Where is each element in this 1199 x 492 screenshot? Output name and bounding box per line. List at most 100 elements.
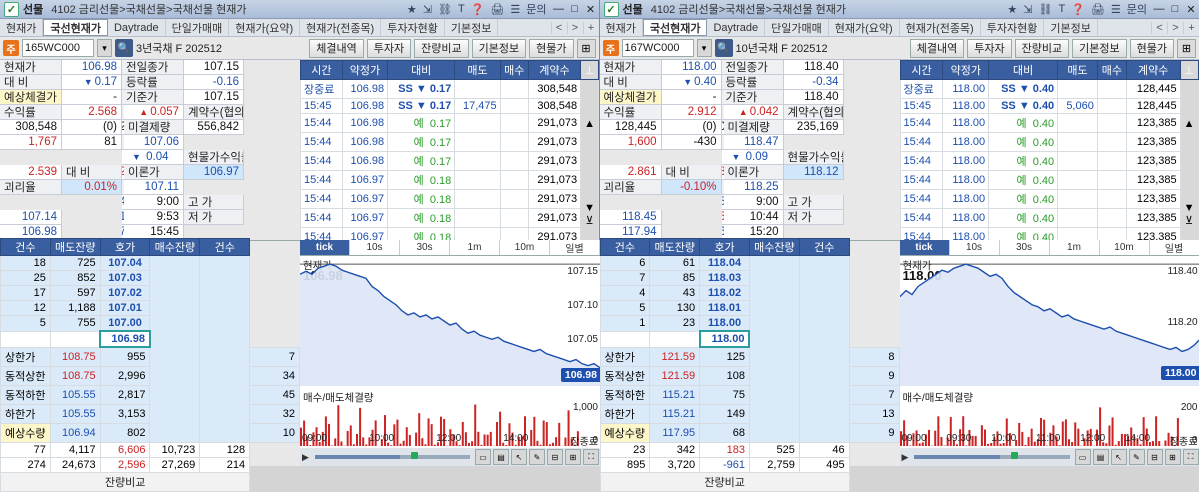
action-button-right-3[interactable]: 기본정보 — [1072, 39, 1126, 58]
code-input-left[interactable] — [22, 39, 94, 57]
chart-tool-cursor-icon-right[interactable]: ↖ — [1111, 449, 1127, 465]
chart-slider-right[interactable] — [914, 455, 1069, 459]
chart-tab-left-3[interactable]: 1m — [450, 240, 500, 255]
menu-icon[interactable]: ☰ — [1111, 3, 1121, 16]
chart-tool-zoomout-icon-left[interactable]: ⊟ — [547, 449, 563, 465]
help-icon[interactable]: ❓ — [471, 3, 485, 16]
time-row-right-5[interactable]: 15:44 118.00 예 0.40 123,385 — [900, 171, 1198, 190]
chart-tab-right-3[interactable]: 1m — [1050, 240, 1100, 255]
close-button[interactable]: ✕ — [583, 3, 599, 16]
chart-tab-right-4[interactable]: 10m — [1100, 240, 1150, 255]
total-row-right-1[interactable]: 8953,720-9612,759495 — [600, 457, 899, 472]
tab-left-6[interactable]: 투자자현황 — [381, 19, 445, 36]
time-scrollbar-right[interactable]: ▲▼⊻ — [1180, 80, 1198, 266]
help-icon[interactable]: ❓ — [1071, 3, 1085, 16]
ask-row-right-0[interactable]: 661118.04 — [600, 256, 899, 271]
tab-right-1[interactable]: 국선현재가 — [643, 19, 708, 36]
chart-tool-display-icon-left[interactable]: ▤ — [493, 449, 509, 465]
action-button-left-0[interactable]: 체결내역 — [309, 39, 363, 58]
chart-tool-expand-icon-left[interactable]: ⛶ — [583, 449, 599, 465]
tab-add-button[interactable]: + — [583, 22, 599, 34]
chart-tool-display-icon-right[interactable]: ▤ — [1093, 449, 1109, 465]
total-row-left-0[interactable]: 774,1176,60610,723128 — [1, 442, 300, 457]
chart-tool-fullscreen-icon-right[interactable]: ▭ — [1075, 449, 1091, 465]
tab-left-1[interactable]: 국선현재가 — [43, 19, 108, 36]
table-view-icon-right[interactable]: ⊞ — [1177, 39, 1196, 58]
chart-tab-left-1[interactable]: 10s — [350, 240, 400, 255]
play-icon-right[interactable]: ▶ — [902, 452, 909, 463]
tab-next-button[interactable]: > — [567, 22, 583, 34]
star-icon[interactable]: ★ — [1007, 3, 1017, 16]
time-row-right-1[interactable]: 15:45 118.00 SS ▼ 0.40 5,060 128,445 — [900, 99, 1198, 114]
action-button-right-4[interactable]: 현물가 — [1130, 39, 1174, 58]
time-table-topicon[interactable]: ⊥ — [1180, 61, 1198, 80]
action-button-right-2[interactable]: 잔량비교 — [1015, 39, 1069, 58]
time-row-right-2[interactable]: 15:44 118.00 예 0.40 123,385 — [900, 114, 1198, 133]
tab-prev-button[interactable]: < — [1151, 22, 1167, 34]
chart-tool-fullscreen-icon-left[interactable]: ▭ — [475, 449, 491, 465]
time-row-right-4[interactable]: 15:44 118.00 예 0.40 123,385 — [900, 152, 1198, 171]
time-row-left-5[interactable]: 15:44 106.97 예 0.18 291,073 — [301, 171, 599, 190]
action-button-left-3[interactable]: 기본정보 — [472, 39, 526, 58]
tab-left-7[interactable]: 기본정보 — [445, 19, 498, 36]
time-table-topicon[interactable]: ⊥ — [581, 61, 599, 80]
tab-right-6[interactable]: 투자자현황 — [981, 19, 1045, 36]
maximize-button[interactable]: □ — [567, 3, 583, 16]
table-view-icon-left[interactable]: ⊞ — [577, 39, 596, 58]
verified-checkbox-icon[interactable]: ✓ — [604, 2, 619, 17]
footer-row-left[interactable]: 잔량비교 — [1, 472, 300, 491]
tab-left-0[interactable]: 현재가 — [0, 19, 43, 36]
tab-right-5[interactable]: 현재가(전종목) — [900, 19, 981, 36]
action-button-left-1[interactable]: 투자자 — [367, 39, 411, 58]
tab-right-4[interactable]: 현재가(요약) — [829, 19, 900, 36]
time-row-right-6[interactable]: 15:44 118.00 예 0.40 123,385 — [900, 190, 1198, 209]
time-scrollbar-left[interactable]: ▲▼⊻ — [581, 80, 599, 266]
chart-tab-right-0[interactable]: tick — [900, 240, 950, 255]
footer-row-right[interactable]: 잔량비교 — [600, 472, 899, 491]
print-icon[interactable]: 🖨 — [1091, 3, 1105, 16]
action-button-left-2[interactable]: 잔량비교 — [414, 39, 468, 58]
total-row-right-0[interactable]: 2334218352546 — [600, 442, 899, 457]
contact-label[interactable]: 문의 — [1127, 1, 1147, 17]
chart-tab-left-4[interactable]: 10m — [500, 240, 550, 255]
price-chart-svg-left[interactable] — [300, 256, 600, 386]
search-icon-left[interactable]: 🔍 — [115, 39, 133, 57]
time-row-right-0[interactable]: 장중료 118.00 SS ▼ 0.40 128,445 ▲▼⊻ — [900, 80, 1198, 99]
close-button[interactable]: ✕ — [1183, 3, 1199, 16]
action-button-right-0[interactable]: 체결내역 — [910, 39, 964, 58]
tab-right-7[interactable]: 기본정보 — [1044, 19, 1097, 36]
tab-right-2[interactable]: Daytrade — [707, 19, 765, 36]
search-icon-right[interactable]: 🔍 — [715, 39, 733, 57]
time-row-right-3[interactable]: 15:44 118.00 예 0.40 123,385 — [900, 133, 1198, 152]
chart-tab-left-5[interactable]: 일별 — [550, 240, 600, 255]
time-row-left-4[interactable]: 15:44 106.98 예 0.17 291,073 — [301, 152, 599, 171]
text-icon[interactable]: T — [1058, 3, 1065, 15]
verified-checkbox-icon[interactable]: ✓ — [4, 2, 19, 17]
star-icon[interactable]: ★ — [407, 3, 417, 16]
chart-tab-right-2[interactable]: 30s — [1000, 240, 1050, 255]
time-row-right-7[interactable]: 15:44 118.00 예 0.40 123,385 — [900, 209, 1198, 228]
tab-right-3[interactable]: 단일가매매 — [765, 19, 829, 36]
chart-slider-left[interactable] — [315, 455, 470, 459]
price-chart-svg-right[interactable] — [900, 256, 1199, 386]
time-row-left-3[interactable]: 15:44 106.98 예 0.17 291,073 — [301, 133, 599, 152]
maximize-button[interactable]: □ — [1167, 3, 1183, 16]
chart-tool-pencil-icon-right[interactable]: ✎ — [1129, 449, 1145, 465]
chart-tab-left-2[interactable]: 30s — [400, 240, 450, 255]
print-icon[interactable]: 🖨 — [490, 3, 504, 16]
action-button-right-1[interactable]: 투자자 — [967, 39, 1011, 58]
play-icon-left[interactable]: ▶ — [302, 452, 309, 463]
chart-tool-zoomin-icon-right[interactable]: ⊞ — [1165, 449, 1181, 465]
time-row-left-0[interactable]: 장중료 106.98 SS ▼ 0.17 308,548 ▲▼⊻ — [301, 80, 599, 99]
total-row-left-1[interactable]: 27424,6732,59627,269214 — [1, 457, 300, 472]
chart-tool-pencil-icon-left[interactable]: ✎ — [529, 449, 545, 465]
contact-label[interactable]: 문의 — [526, 1, 546, 17]
export-icon[interactable]: ⇲ — [423, 3, 432, 16]
time-row-left-1[interactable]: 15:45 106.98 SS ▼ 0.17 17,475 308,548 — [301, 99, 599, 114]
chart-tab-left-0[interactable]: tick — [300, 240, 350, 255]
chart-tool-zoomout-icon-right[interactable]: ⊟ — [1147, 449, 1163, 465]
text-icon[interactable]: T — [458, 3, 465, 15]
tab-add-button[interactable]: + — [1183, 22, 1199, 34]
tab-next-button[interactable]: > — [1167, 22, 1183, 34]
tab-left-3[interactable]: 단일가매매 — [166, 19, 230, 36]
